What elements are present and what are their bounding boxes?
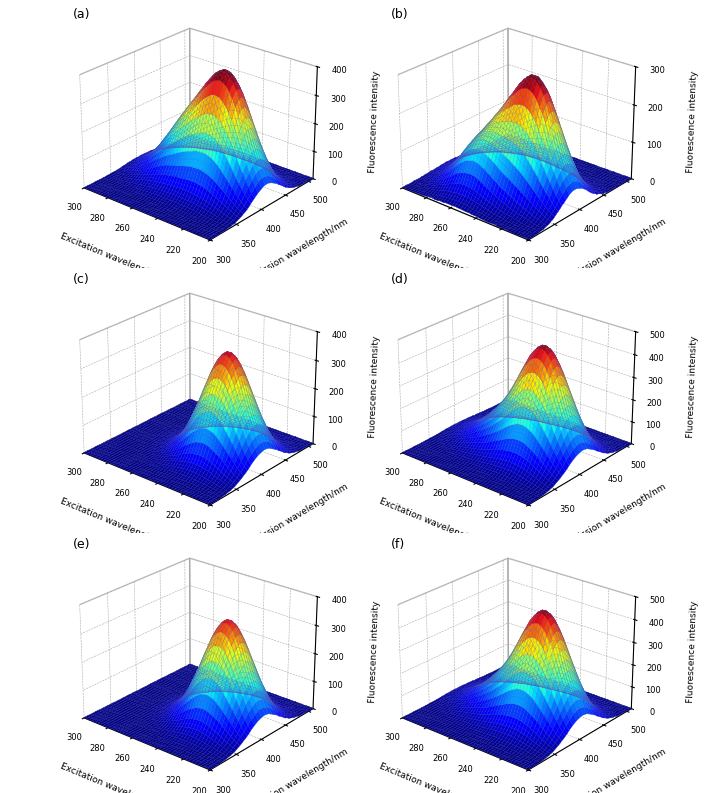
X-axis label: Excitation wavelength/nm: Excitation wavelength/nm bbox=[378, 762, 491, 793]
Text: (a): (a) bbox=[72, 8, 90, 21]
X-axis label: Excitation wavelength/nm: Excitation wavelength/nm bbox=[59, 762, 173, 793]
Y-axis label: Emission wavelength/nm: Emission wavelength/nm bbox=[565, 748, 667, 793]
Text: (e): (e) bbox=[72, 538, 90, 551]
Text: (c): (c) bbox=[72, 273, 89, 286]
X-axis label: Excitation wavelength/nm: Excitation wavelength/nm bbox=[378, 232, 491, 285]
X-axis label: Excitation wavelength/nm: Excitation wavelength/nm bbox=[59, 496, 173, 550]
Text: (d): (d) bbox=[391, 273, 408, 286]
X-axis label: Excitation wavelength/nm: Excitation wavelength/nm bbox=[59, 232, 173, 285]
Y-axis label: Emission wavelength/nm: Emission wavelength/nm bbox=[247, 748, 349, 793]
Y-axis label: Emission wavelength/nm: Emission wavelength/nm bbox=[565, 217, 667, 283]
Y-axis label: Emission wavelength/nm: Emission wavelength/nm bbox=[565, 483, 667, 549]
Y-axis label: Emission wavelength/nm: Emission wavelength/nm bbox=[247, 483, 349, 549]
Text: (b): (b) bbox=[391, 8, 408, 21]
X-axis label: Excitation wavelength/nm: Excitation wavelength/nm bbox=[378, 496, 491, 550]
Y-axis label: Emission wavelength/nm: Emission wavelength/nm bbox=[247, 217, 349, 283]
Text: (f): (f) bbox=[391, 538, 405, 551]
